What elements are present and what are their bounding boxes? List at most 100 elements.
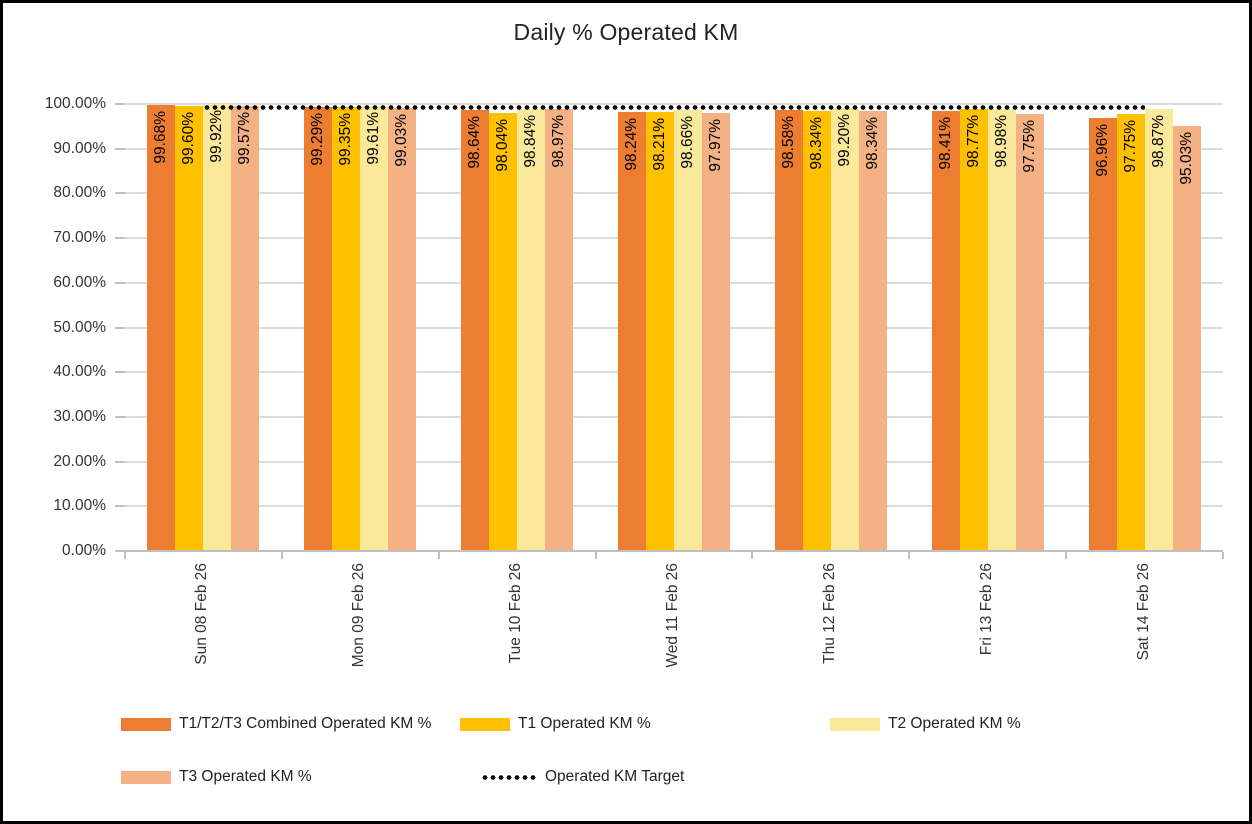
x-axis-category-label: Fri 13 Feb 26 — [977, 563, 995, 656]
bar-value-label: 98.34% — [807, 117, 825, 170]
bar: 96.96% — [1088, 117, 1117, 551]
bar-value-label: 99.60% — [180, 111, 198, 165]
y-axis-tick-label: 90.00% — [53, 139, 106, 157]
x-axis-tick — [594, 552, 597, 559]
bar-value-label: 98.34% — [863, 117, 881, 170]
y-axis-tick-label: 60.00% — [53, 273, 106, 291]
bar-value-label: 99.92% — [208, 110, 226, 163]
y-axis-tick-label: 100.00% — [44, 95, 106, 112]
y-axis-tick-label: 80.00% — [53, 184, 106, 202]
x-axis-category-label: Mon 09 Feb 26 — [350, 563, 368, 668]
x-axis-tick — [908, 552, 911, 559]
bar-value-label: 99.61% — [365, 111, 383, 165]
x-axis-tick — [437, 552, 440, 559]
bar: 98.66% — [674, 109, 702, 551]
bar: 95.03% — [1172, 126, 1201, 551]
bar: 98.21% — [646, 112, 674, 551]
target-line — [203, 105, 1145, 111]
bar: 99.92% — [203, 104, 232, 551]
bar: 98.58% — [774, 110, 803, 551]
bar: 98.97% — [545, 108, 574, 551]
bar-value-label: 98.24% — [623, 117, 640, 171]
legend-label: T2 Operated KM % — [888, 715, 1021, 732]
y-axis-tick — [115, 147, 125, 150]
bar: 99.68% — [147, 105, 176, 551]
y-axis-tick — [115, 505, 125, 508]
bar-value-label: 97.97% — [707, 119, 724, 172]
legend-label: T1 Operated KM % — [518, 715, 651, 732]
y-axis-tick — [115, 415, 125, 418]
legend-label: Operated KM Target — [545, 768, 685, 785]
y-gridline — [125, 103, 1223, 105]
legend-swatch — [121, 770, 171, 784]
bar: 99.03% — [388, 108, 417, 551]
y-axis-tick-label: 10.00% — [53, 497, 106, 515]
bar: 98.84% — [517, 109, 546, 551]
chart-title: Daily % Operated KM — [513, 19, 739, 45]
bar: 97.75% — [1116, 114, 1145, 551]
x-axis-category-label: Tue 10 Feb 26 — [507, 563, 525, 664]
legend-swatch — [460, 717, 510, 731]
bar: 98.77% — [959, 109, 988, 551]
legend-item: T1/T2/T3 Combined Operated KM % — [121, 715, 431, 732]
y-axis-tick — [115, 281, 125, 284]
y-axis-tick — [115, 237, 125, 240]
bar: 98.87% — [1144, 109, 1173, 551]
bar: 99.29% — [304, 107, 333, 551]
bar-value-label: 98.21% — [651, 118, 668, 171]
x-axis-category-label: Thu 12 Feb 26 — [820, 563, 838, 664]
legend-swatch — [830, 717, 880, 731]
bar-value-label: 98.84% — [522, 115, 540, 168]
bar: 99.60% — [175, 105, 204, 551]
bar-value-label: 99.35% — [337, 112, 355, 166]
bar-value-label: 99.20% — [835, 113, 853, 167]
x-axis-tick — [751, 552, 754, 559]
bar: 98.98% — [987, 108, 1016, 551]
y-axis-tick — [115, 460, 125, 463]
x-axis-tick — [124, 552, 126, 559]
bar-value-label: 98.98% — [992, 114, 1010, 168]
legend-item: T2 Operated KM % — [830, 715, 1021, 732]
bar-value-label: 98.41% — [936, 117, 954, 170]
bar: 99.20% — [830, 107, 859, 551]
x-axis-line — [115, 550, 1223, 552]
x-axis-category-label: Wed 11 Feb 26 — [664, 563, 681, 668]
bar: 99.35% — [332, 106, 361, 551]
bar: 98.64% — [461, 110, 490, 551]
bar: 98.24% — [618, 111, 646, 551]
y-axis-tick — [115, 371, 125, 374]
bar-value-label: 99.57% — [236, 111, 254, 165]
legend-label: T3 Operated KM % — [179, 768, 312, 785]
legend-dotted-line-swatch — [481, 774, 537, 780]
bar-value-label: 99.03% — [393, 114, 411, 167]
legend-item: T1 Operated KM % — [460, 715, 651, 732]
y-axis-tick — [115, 326, 125, 329]
bar-value-label: 98.97% — [550, 114, 568, 168]
bar-value-label: 98.58% — [779, 116, 797, 169]
bar: 98.04% — [489, 112, 518, 551]
bar: 97.75% — [1015, 114, 1044, 551]
legend-swatch — [121, 717, 171, 731]
y-axis-tick-label: 50.00% — [53, 318, 106, 336]
y-axis-tick-label: 0.00% — [62, 542, 106, 559]
y-axis-tick — [115, 103, 125, 105]
bar-value-label: 99.68% — [152, 111, 170, 164]
bar-value-label: 97.75% — [1020, 120, 1038, 173]
y-axis-tick-label: 70.00% — [53, 229, 106, 247]
bar: 99.57% — [231, 105, 260, 551]
bar: 99.61% — [360, 105, 389, 551]
y-axis-tick-label: 20.00% — [53, 452, 106, 470]
bar: 98.34% — [802, 111, 831, 551]
x-axis-category-label: Sun 08 Feb 26 — [193, 563, 211, 665]
y-axis-tick-label: 30.00% — [53, 407, 106, 425]
y-axis-tick — [115, 192, 125, 195]
bar-value-label: 98.87% — [1149, 115, 1167, 168]
bar: 98.41% — [931, 111, 960, 551]
bar: 97.97% — [702, 113, 730, 551]
bar-value-label: 99.29% — [309, 113, 327, 166]
bar-value-label: 95.03% — [1177, 132, 1195, 185]
bar-value-label: 98.04% — [494, 118, 512, 172]
x-axis-category-label: Sat 14 Feb 26 — [1134, 563, 1152, 661]
x-axis-tick — [280, 552, 283, 559]
